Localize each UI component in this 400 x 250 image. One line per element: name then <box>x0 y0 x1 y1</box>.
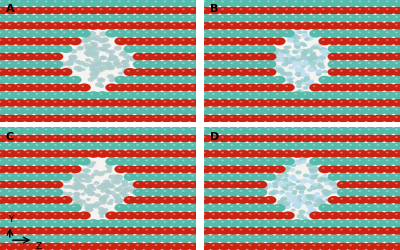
Text: D: D <box>210 131 219 141</box>
Text: B: B <box>210 4 218 14</box>
Text: Z: Z <box>35 242 42 250</box>
Text: C: C <box>6 131 14 141</box>
Text: A: A <box>6 4 14 14</box>
Text: Y: Y <box>8 214 13 223</box>
